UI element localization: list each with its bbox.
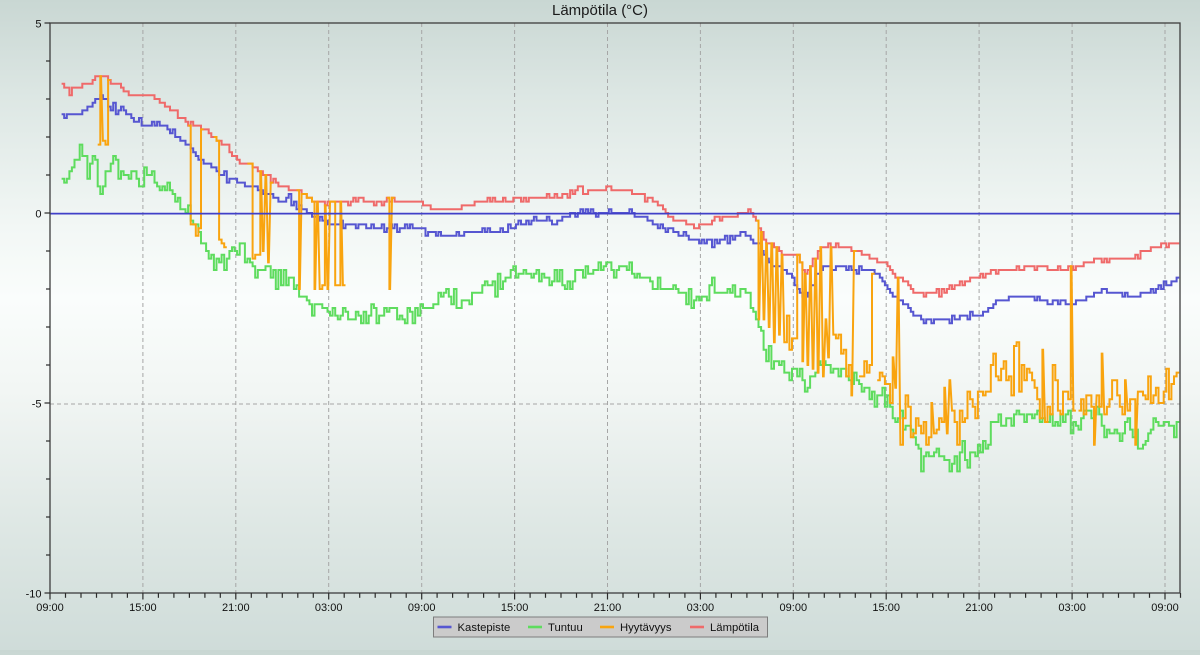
svg-text:03:00: 03:00 [315,602,343,614]
svg-text:09:00: 09:00 [780,602,808,614]
svg-text:21:00: 21:00 [965,602,993,614]
svg-text:09:00: 09:00 [408,602,436,614]
svg-text:15:00: 15:00 [129,602,157,614]
svg-text:Lämpötila (°C): Lämpötila (°C) [552,2,648,19]
svg-text:21:00: 21:00 [594,602,622,614]
svg-text:Hyytävyys: Hyytävyys [620,622,672,634]
svg-text:03:00: 03:00 [1058,602,1086,614]
svg-text:-10: -10 [26,588,42,600]
svg-text:21:00: 21:00 [222,602,250,614]
svg-text:15:00: 15:00 [872,602,900,614]
svg-text:03:00: 03:00 [687,602,715,614]
svg-text:0: 0 [35,208,41,220]
svg-text:Lämpötila: Lämpötila [710,622,760,634]
svg-text:Kastepiste: Kastepiste [458,622,511,634]
svg-text:09:00: 09:00 [36,602,64,614]
svg-text:09:00: 09:00 [1151,602,1179,614]
svg-text:5: 5 [35,18,41,30]
svg-text:-5: -5 [32,398,42,410]
svg-text:Tuntuu: Tuntuu [548,622,583,634]
svg-text:15:00: 15:00 [501,602,529,614]
